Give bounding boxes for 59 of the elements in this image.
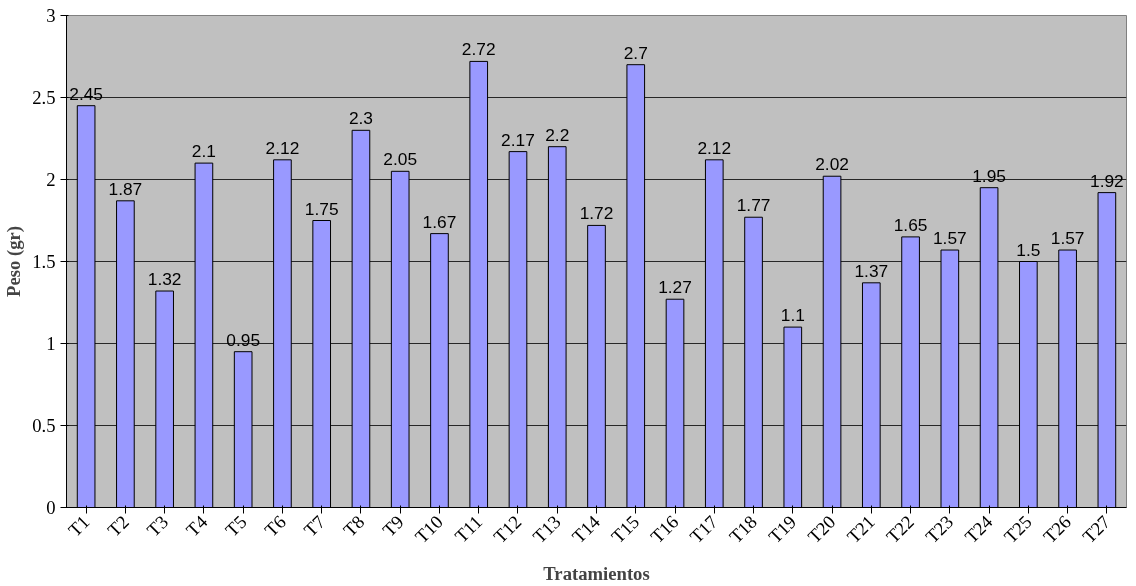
x-tick-label: T17	[685, 511, 722, 548]
x-tick-label: T4	[181, 510, 212, 541]
y-tick-label: 0.5	[32, 415, 56, 436]
data-label: 1.72	[579, 203, 614, 224]
data-label: 2.02	[815, 154, 849, 175]
x-tick-label: T21	[842, 511, 879, 548]
x-tick-label: T3	[142, 511, 173, 541]
x-tick-label: T23	[921, 511, 958, 548]
data-label: 2.3	[348, 108, 373, 129]
x-tick-label: T7	[299, 511, 330, 541]
data-label: 1.57	[1050, 228, 1085, 249]
data-label: 1.75	[304, 198, 339, 219]
y-tick-label: 1	[46, 333, 56, 354]
y-tick-label: 0	[46, 497, 56, 518]
y-tick-label: 2.5	[32, 87, 56, 108]
data-label: 1.32	[147, 269, 182, 290]
data-label: 2.12	[697, 137, 732, 158]
x-tick-label: T5	[221, 511, 251, 541]
x-tick-label: T22	[881, 511, 919, 548]
x-tick-label: T9	[378, 511, 408, 541]
x-tick-label: T13	[528, 511, 565, 548]
data-label: 2.12	[265, 137, 300, 158]
x-tick-label: T14	[567, 510, 605, 548]
x-tick-label: T12	[489, 511, 526, 548]
data-label: 1.77	[736, 195, 771, 216]
x-tick-label: T19	[764, 511, 801, 548]
x-tick-label: T10	[410, 511, 447, 548]
data-label: 2.1	[191, 141, 216, 162]
x-tick-label: T1	[64, 511, 94, 541]
data-label: 1.67	[422, 211, 457, 232]
x-tick-label: T11	[450, 511, 487, 547]
data-label: 1.37	[854, 260, 889, 281]
x-axis-title: Tratamientos	[543, 562, 650, 584]
data-label: 1.5	[1016, 239, 1041, 260]
data-label: 1.27	[658, 277, 692, 298]
x-tick-label: T20	[803, 511, 840, 548]
y-tick-label: 1.5	[32, 251, 56, 272]
x-tick-label: T24	[960, 510, 997, 548]
y-axis-title: Peso (gr)	[3, 226, 26, 297]
data-label: 1.1	[780, 305, 805, 326]
data-label: 1.57	[932, 228, 967, 249]
data-label: 1.65	[893, 214, 928, 235]
data-label: 1.87	[108, 178, 143, 199]
x-tick-label: T18	[724, 511, 761, 548]
x-tick-label: T16	[646, 511, 683, 548]
x-tick-label: T25	[999, 511, 1036, 548]
x-tick-label: T15	[607, 511, 644, 548]
x-tick-label: T6	[260, 511, 290, 541]
data-label: 2.2	[545, 124, 570, 145]
x-tick-label: T2	[103, 511, 133, 541]
data-label: 2.17	[501, 129, 535, 150]
x-tick-label: T27	[1078, 511, 1115, 548]
data-label: 2.72	[461, 39, 496, 60]
data-label: 2.7	[623, 42, 648, 63]
data-label: 2.05	[383, 149, 418, 170]
x-tick-label: T8	[338, 511, 369, 541]
y-tick-label: 2	[46, 169, 56, 190]
x-tick-label: T26	[1038, 511, 1076, 548]
y-tick-label: 3	[46, 5, 56, 26]
